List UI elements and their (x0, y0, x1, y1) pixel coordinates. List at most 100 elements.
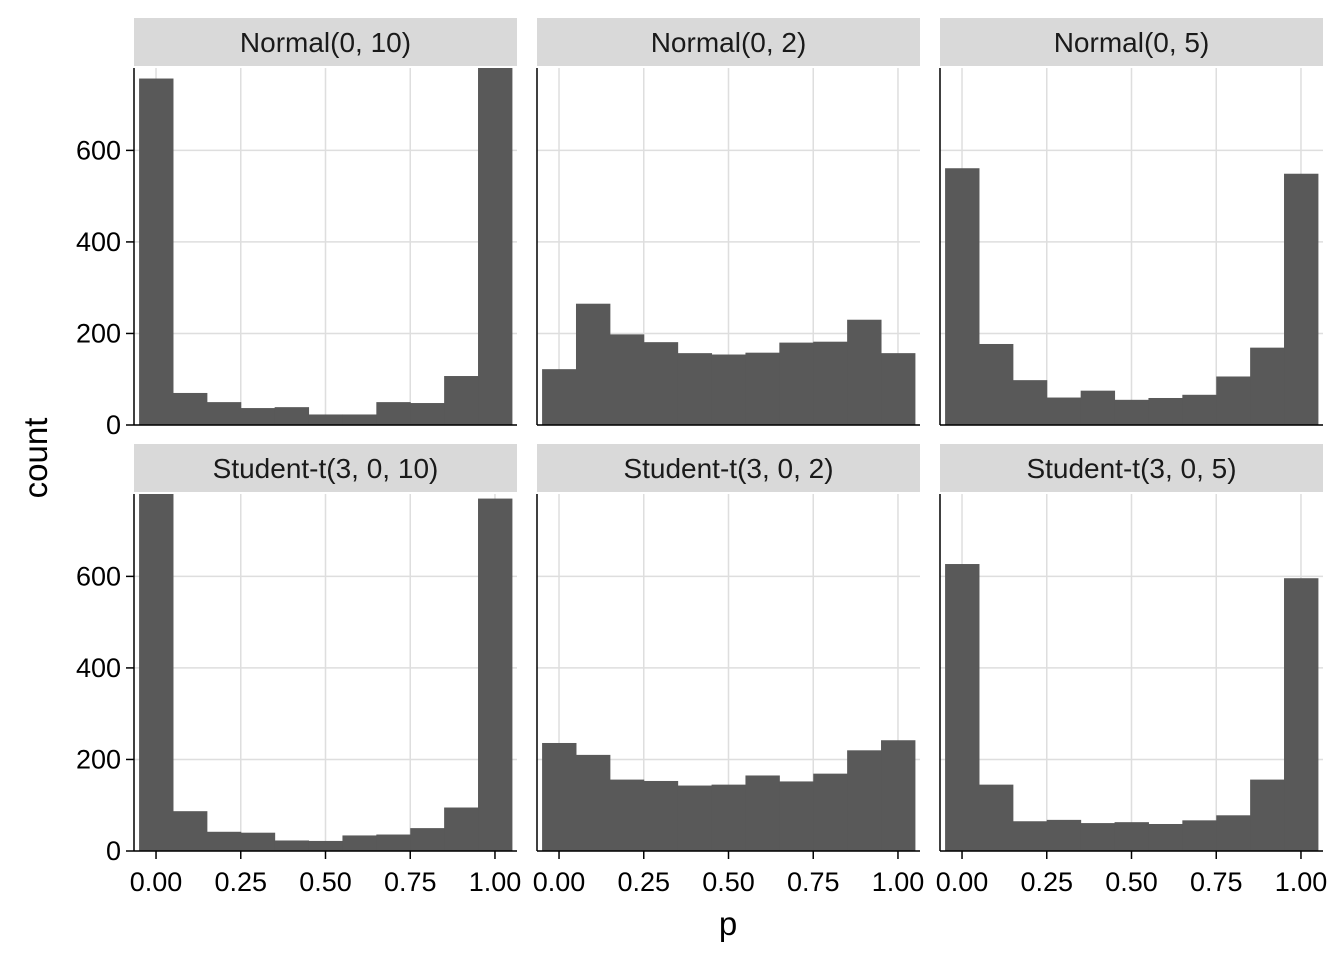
histogram-bar (376, 402, 411, 425)
x-tick-label: 0.00 (130, 867, 183, 897)
histogram-bar (1114, 822, 1149, 851)
histogram-bar (478, 68, 513, 425)
x-tick-label: 1.00 (872, 867, 925, 897)
histogram-bar (677, 353, 713, 425)
histogram-bar (444, 376, 479, 425)
histogram-bar (1250, 347, 1285, 425)
histogram-bar (575, 303, 611, 425)
histogram-bar (847, 319, 882, 425)
facet-strip (134, 444, 517, 492)
histogram-bar (1148, 823, 1183, 851)
x-tick-label: 0.50 (1105, 867, 1158, 897)
facet-panel: Student-t(3, 0, 2) 0.00 0.25 0.50 0.75 1.00 (533, 444, 925, 897)
histogram-bar (945, 564, 980, 851)
histogram-bar (711, 354, 746, 425)
facet-title: Normal(0, 5) (1054, 27, 1210, 58)
histogram-bar (847, 750, 882, 851)
histogram-bar (609, 334, 645, 425)
histogram-bar (274, 407, 310, 425)
histogram-bar (376, 834, 411, 851)
facet-panel: Student-t(3, 0, 5) 0.00 0.25 0.50 0.75 1.00 (936, 444, 1328, 897)
histogram-bar (1080, 823, 1116, 851)
facet-title: Student-t(3, 0, 10) (213, 453, 439, 484)
x-tick-label: 0.00 (936, 867, 989, 897)
histogram-bar (139, 78, 174, 426)
histogram-bar (1250, 779, 1285, 851)
facet-panels: Normal(0, 10) 0 200 400 600 Normal(0, 2) Norma… (76, 18, 1327, 897)
histogram-bar (643, 780, 679, 851)
histogram-bar (609, 779, 645, 851)
histogram-bar (410, 828, 445, 851)
x-tick-label: 1.00 (469, 867, 522, 897)
histogram-bar (1012, 821, 1048, 851)
x-tick-label: 0.00 (533, 867, 586, 897)
x-tick-label: 0.75 (1190, 867, 1243, 897)
histogram-bar (342, 414, 377, 425)
x-tick-label: 0.25 (214, 867, 267, 897)
histogram-bar (779, 342, 814, 425)
histogram-bar (1216, 376, 1251, 425)
histogram-bar (206, 831, 242, 851)
histogram-bar (1080, 390, 1116, 425)
histogram-bar (978, 343, 1014, 425)
histogram-bar (978, 784, 1014, 851)
histogram-bar (1012, 380, 1048, 425)
histogram-bar (945, 168, 980, 425)
facet-title: Student-t(3, 0, 5) (1026, 453, 1236, 484)
histogram-bar (745, 352, 780, 425)
histogram-bar (206, 402, 242, 425)
histogram-bar (575, 754, 611, 851)
facet-strip (134, 18, 517, 66)
histogram-bar (1114, 399, 1149, 425)
histogram-bar (1216, 815, 1251, 851)
facet-title: Student-t(3, 0, 2) (623, 453, 833, 484)
histogram-bar (478, 498, 513, 851)
facet-strip (537, 444, 920, 492)
histogram-bar (542, 742, 577, 851)
x-tick-label: 1.00 (1275, 867, 1328, 897)
histogram-bar (342, 835, 377, 851)
histogram-bar (172, 392, 208, 425)
x-tick-label: 0.50 (702, 867, 755, 897)
histogram-bar (779, 781, 814, 851)
histogram-bar (745, 775, 780, 851)
y-tick-label: 200 (76, 744, 121, 774)
y-tick-label: 200 (76, 318, 121, 348)
histogram-bar (711, 784, 746, 851)
histogram-bar (677, 785, 713, 851)
y-tick-label: 0 (106, 410, 121, 440)
facet-panel: Normal(0, 5) (939, 18, 1323, 426)
histogram-bar (1284, 578, 1319, 851)
histogram-bar (813, 773, 848, 851)
histogram-bar (1182, 394, 1217, 425)
histogram-bar (1182, 820, 1217, 851)
facet-title: Normal(0, 2) (651, 27, 807, 58)
histogram-bar (274, 840, 310, 851)
x-tick-label: 0.75 (787, 867, 840, 897)
histogram-bar (542, 369, 577, 425)
histogram-bar (240, 832, 276, 851)
facet-title: Normal(0, 10) (240, 27, 411, 58)
y-tick-label: 600 (76, 135, 121, 165)
histogram-bar (1046, 397, 1082, 425)
histogram-bar (444, 807, 479, 851)
x-axis-title: p (719, 905, 737, 942)
facet-strip (537, 18, 920, 66)
y-tick-label: 400 (76, 227, 121, 257)
histogram-bar (881, 740, 916, 851)
x-tick-label: 0.75 (384, 867, 437, 897)
histogram-bar (813, 341, 848, 425)
y-tick-label: 0 (106, 836, 121, 866)
histogram-bar (881, 353, 916, 425)
y-axis-title: count (17, 418, 54, 499)
facet-strip (940, 444, 1323, 492)
y-tick-label: 400 (76, 653, 121, 683)
histogram-bar (1148, 397, 1183, 425)
y-tick-label: 600 (76, 561, 121, 591)
facet-strip (940, 18, 1323, 66)
x-tick-label: 0.25 (617, 867, 670, 897)
histogram-bar (308, 414, 343, 425)
histogram-bar (643, 342, 679, 425)
histogram-bar (172, 811, 208, 851)
